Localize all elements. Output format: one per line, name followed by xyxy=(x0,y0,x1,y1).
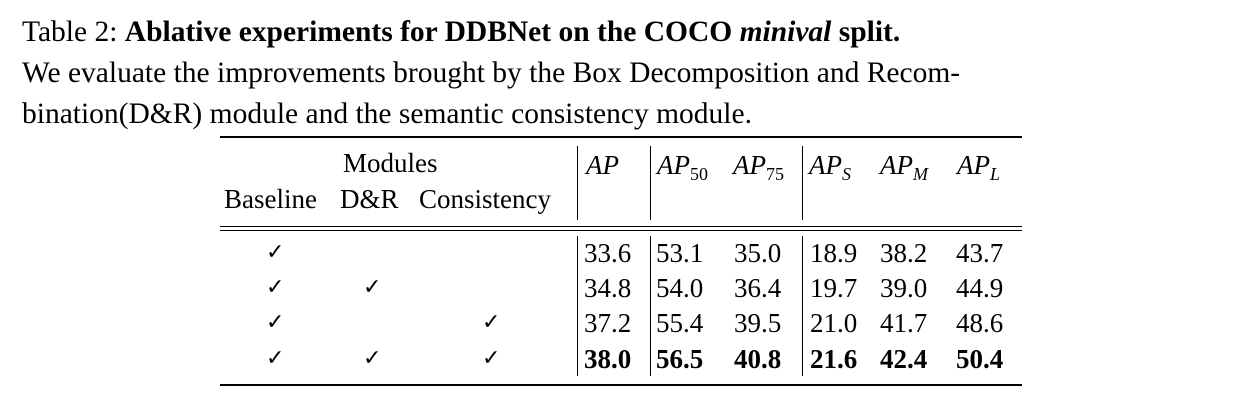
metric-value: 44.9 xyxy=(956,273,1004,303)
table-top-rule xyxy=(220,136,1022,138)
metric-value: 18.9 xyxy=(810,238,858,268)
table-bottom-rule xyxy=(220,384,1022,386)
ap75-sub: 75 xyxy=(766,164,784,184)
caption-title-part-2: split. xyxy=(831,16,901,48)
metric-value: 21.6 xyxy=(810,344,858,374)
col-header-apm: APM xyxy=(880,150,928,184)
col-header-apl: APL xyxy=(957,150,1001,184)
body-separator-ap75 xyxy=(802,236,804,376)
metric-value: 37.2 xyxy=(584,308,632,338)
metric-value: 35.0 xyxy=(734,238,782,268)
apm-label: AP xyxy=(880,150,913,180)
ap75-label: AP xyxy=(733,150,766,180)
metric-value: 39.0 xyxy=(880,273,928,303)
caption-title-italic: minival xyxy=(739,16,832,48)
body-separator-modules xyxy=(577,236,579,376)
modules-header: Modules xyxy=(343,148,438,178)
body-separator-ap xyxy=(650,236,652,376)
caption-title-part-1: Ablative experiments for DDBNet on the C… xyxy=(124,16,740,48)
metric-value: 40.8 xyxy=(734,344,782,374)
header-separator-ap75 xyxy=(802,146,804,220)
apl-label: AP xyxy=(957,150,990,180)
col-header-baseline: Baseline xyxy=(224,184,317,214)
caption-line-1: Table 2: Ablative experiments for DDBNet… xyxy=(22,12,1227,53)
caption-title: Ablative experiments for DDBNet on the C… xyxy=(125,16,900,48)
apm-sub: M xyxy=(913,164,928,184)
check-mark-consistency: ✓ xyxy=(482,310,501,335)
table-caption: Table 2: Ablative experiments for DDBNet… xyxy=(22,12,1227,135)
ap50-label: AP xyxy=(657,150,690,180)
check-mark-baseline: ✓ xyxy=(266,275,285,300)
table-header-rule-2 xyxy=(220,230,1022,232)
header-separator-ap xyxy=(650,146,652,220)
metric-value: 36.4 xyxy=(734,273,782,303)
aps-label: AP xyxy=(809,150,842,180)
col-header-aps: APS xyxy=(809,150,851,184)
caption-line-3: bination(D&R) module and the semantic co… xyxy=(22,98,752,130)
check-mark-dr: ✓ xyxy=(363,346,382,371)
metric-value: 48.6 xyxy=(956,308,1004,338)
check-mark-baseline: ✓ xyxy=(266,240,285,265)
check-mark-dr: ✓ xyxy=(363,275,382,300)
metric-value: 39.5 xyxy=(734,308,782,338)
caption-label: Table 2: xyxy=(22,16,125,48)
col-header-ap50: AP50 xyxy=(657,150,708,184)
metric-value: 38.0 xyxy=(584,344,632,374)
metric-value: 19.7 xyxy=(810,273,858,303)
table-header-rule-1 xyxy=(220,226,1022,228)
ablation-table: Modules Baseline D&R Consistency AP AP50… xyxy=(220,136,1022,390)
metric-value: 53.1 xyxy=(656,238,704,268)
aps-sub: S xyxy=(842,164,851,184)
col-header-ap75: AP75 xyxy=(733,150,784,184)
metric-value: 34.8 xyxy=(584,273,632,303)
metric-value: 33.6 xyxy=(584,238,632,268)
metric-value: 41.7 xyxy=(880,308,928,338)
caption-line-2: We evaluate the improvements brought by … xyxy=(22,57,961,89)
metric-value: 42.4 xyxy=(880,344,928,374)
metric-value: 50.4 xyxy=(956,344,1004,374)
metric-value: 38.2 xyxy=(880,238,928,268)
metric-value: 56.5 xyxy=(656,344,704,374)
col-header-consistency: Consistency xyxy=(419,184,551,214)
check-mark-baseline: ✓ xyxy=(266,310,285,335)
apl-sub: L xyxy=(990,164,1001,184)
metric-value: 21.0 xyxy=(810,308,858,338)
metric-value: 55.4 xyxy=(656,308,704,338)
header-separator-modules xyxy=(577,146,579,220)
ap50-sub: 50 xyxy=(690,164,708,184)
ap-label: AP xyxy=(586,150,619,180)
col-header-dr: D&R xyxy=(340,184,399,214)
check-mark-baseline: ✓ xyxy=(266,346,285,371)
check-mark-consistency: ✓ xyxy=(482,346,501,371)
metric-value: 43.7 xyxy=(956,238,1004,268)
col-header-ap: AP xyxy=(586,150,619,180)
metric-value: 54.0 xyxy=(656,273,704,303)
